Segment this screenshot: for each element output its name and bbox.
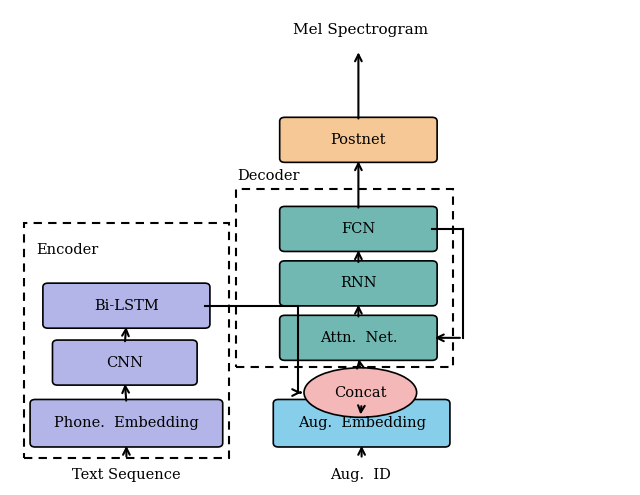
Text: CNN: CNN: [106, 355, 143, 370]
Text: Aug.  ID: Aug. ID: [330, 468, 391, 482]
FancyBboxPatch shape: [280, 117, 437, 162]
Text: Decoder: Decoder: [237, 169, 300, 183]
Text: RNN: RNN: [340, 276, 377, 291]
Text: Phone.  Embedding: Phone. Embedding: [54, 416, 199, 430]
Bar: [24, 223, 229, 458]
FancyBboxPatch shape: [280, 261, 437, 306]
Text: Encoder: Encoder: [36, 243, 99, 257]
FancyBboxPatch shape: [52, 340, 197, 385]
Bar: [236, 189, 453, 367]
Text: FCN: FCN: [341, 222, 376, 236]
Text: Postnet: Postnet: [331, 133, 386, 147]
FancyBboxPatch shape: [30, 399, 223, 447]
FancyBboxPatch shape: [43, 283, 210, 328]
Ellipse shape: [304, 368, 417, 417]
FancyBboxPatch shape: [280, 206, 437, 251]
FancyBboxPatch shape: [273, 399, 450, 447]
Text: Aug.  Embedding: Aug. Embedding: [298, 416, 426, 430]
Text: Mel Spectrogram: Mel Spectrogram: [292, 23, 428, 37]
Text: Bi-LSTM: Bi-LSTM: [94, 298, 159, 313]
FancyBboxPatch shape: [280, 315, 437, 360]
Text: Attn.  Net.: Attn. Net.: [319, 331, 397, 345]
Text: Concat: Concat: [334, 386, 387, 399]
Text: Text Sequence: Text Sequence: [72, 468, 180, 482]
